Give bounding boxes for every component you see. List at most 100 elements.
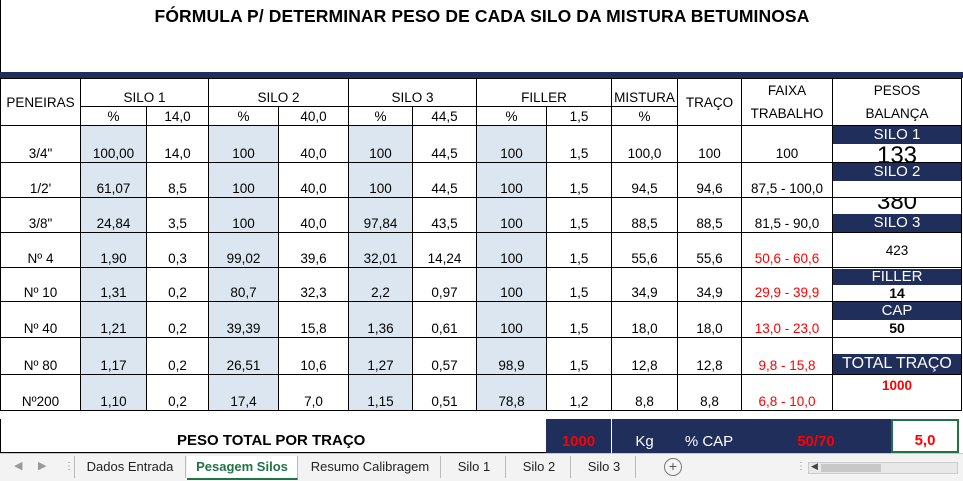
- silo1-value[interactable]: 3,5: [146, 197, 209, 233]
- filler-pct[interactable]: 100: [476, 267, 547, 302]
- silo3-pct[interactable]: 1,27: [348, 337, 413, 375]
- filler-pct[interactable]: 100: [476, 162, 547, 198]
- balanca-silo3-value[interactable]: 423: [832, 232, 962, 268]
- silo2-pct[interactable]: 100: [208, 197, 279, 233]
- silo2-value[interactable]: 40,0: [278, 162, 349, 198]
- sieve-label[interactable]: 3/8": [0, 197, 81, 233]
- silo1-pct[interactable]: 1,17: [80, 337, 147, 375]
- silo2-value[interactable]: 40,0: [278, 197, 349, 233]
- faixa-value[interactable]: 87,5 - 100,0: [741, 162, 833, 198]
- silo3-value[interactable]: 0,57: [412, 337, 477, 375]
- sieve-label[interactable]: 1/2': [0, 162, 81, 198]
- silo2-value[interactable]: 32,3: [278, 267, 349, 302]
- filler-pct[interactable]: 100: [476, 232, 547, 268]
- silo3-value[interactable]: 0,61: [412, 301, 477, 338]
- mistura-value[interactable]: 34,9: [611, 267, 678, 302]
- sieve-label[interactable]: Nº 40: [0, 301, 81, 338]
- sieve-label[interactable]: Nº 10: [0, 267, 81, 302]
- tab-resumo-calibragem[interactable]: Resumo Calibragem: [300, 456, 441, 478]
- balanca-silo2-value[interactable]: 380: [876, 197, 918, 215]
- mistura-value[interactable]: 12,8: [611, 337, 678, 375]
- silo3-pct[interactable]: 2,2: [348, 267, 413, 302]
- sieve-label[interactable]: 3/4": [0, 125, 81, 163]
- silo2-pct[interactable]: 99,02: [208, 232, 279, 268]
- filler-value[interactable]: 1,2: [546, 374, 612, 411]
- filler-pct[interactable]: 100: [476, 125, 547, 163]
- silo2-value[interactable]: 40,0: [278, 125, 349, 163]
- silo1-value[interactable]: 0,2: [146, 337, 209, 375]
- balanca-silo1-value[interactable]: 133: [876, 142, 918, 163]
- traco-value[interactable]: 12,8: [677, 337, 742, 375]
- faixa-value[interactable]: 81,5 - 90,0: [741, 197, 833, 233]
- silo1-value[interactable]: 14,0: [146, 125, 209, 163]
- silo2-pct[interactable]: 26,51: [208, 337, 279, 375]
- peso-total-value[interactable]: 1000: [546, 419, 611, 453]
- faixa-value[interactable]: 50,6 - 60,6: [741, 232, 833, 268]
- silo3-value[interactable]: 44,5: [412, 125, 477, 163]
- sieve-label[interactable]: Nº 80: [0, 337, 81, 375]
- balanca-filler-value[interactable]: 14: [889, 285, 905, 301]
- silo1-pct[interactable]: 61,07: [80, 162, 147, 198]
- sieve-label[interactable]: Nº200: [0, 374, 81, 411]
- silo2-pct[interactable]: 17,4: [208, 374, 279, 411]
- silo1-pct[interactable]: 1,90: [80, 232, 147, 268]
- traco-value[interactable]: 100: [677, 125, 742, 163]
- tab-silo-2[interactable]: Silo 2: [508, 456, 571, 478]
- silo3-pct[interactable]: 32,01: [348, 232, 413, 268]
- silo1-pct[interactable]: 1,21: [80, 301, 147, 338]
- traco-value[interactable]: 55,6: [677, 232, 742, 268]
- scroll-tabs-right-icon[interactable]: ▶: [38, 460, 47, 472]
- silo1-pct[interactable]: 1,31: [80, 267, 147, 302]
- filler-value[interactable]: 1,5: [546, 232, 612, 268]
- traco-value[interactable]: 34,9: [677, 267, 742, 302]
- traco-value[interactable]: 8,8: [677, 374, 742, 411]
- silo1-value[interactable]: 8,5: [146, 162, 209, 198]
- faixa-value[interactable]: 6,8 - 10,0: [741, 374, 833, 411]
- silo2-value[interactable]: 10,6: [278, 337, 349, 375]
- filler-pct[interactable]: 100: [476, 301, 547, 338]
- silo2-pct[interactable]: 39,39: [208, 301, 279, 338]
- tab-pesagem-silos[interactable]: Pesagem Silos: [187, 456, 298, 480]
- silo3-value[interactable]: 14,24: [412, 232, 477, 268]
- filler-value[interactable]: 1,5: [546, 301, 612, 338]
- tab-dados-entrada[interactable]: Dados Entrada: [74, 456, 186, 478]
- traco-value[interactable]: 88,5: [677, 197, 742, 233]
- tab-split-dots-icon[interactable]: ⋮: [64, 461, 74, 472]
- faixa-value[interactable]: 13,0 - 23,0: [741, 301, 833, 338]
- balanca-cap-value[interactable]: 50: [889, 320, 905, 336]
- traco-value[interactable]: 18,0: [677, 301, 742, 338]
- scrollbar-thumb[interactable]: [821, 464, 881, 472]
- silo1-pct[interactable]: 1,10: [80, 374, 147, 411]
- scroll-left-arrow-icon[interactable]: ◀: [811, 461, 818, 471]
- faixa-value[interactable]: 100: [741, 125, 833, 163]
- silo3-value[interactable]: 0,51: [412, 374, 477, 411]
- scrollbar-split-dots-icon[interactable]: ⋮: [796, 461, 806, 472]
- silo3-pct[interactable]: 100: [348, 125, 413, 163]
- filler-value[interactable]: 1,5: [546, 267, 612, 302]
- silo1-value[interactable]: 0,3: [146, 232, 209, 268]
- silo2-pct[interactable]: 100: [208, 125, 279, 163]
- silo2-value[interactable]: 15,8: [278, 301, 349, 338]
- silo1-value[interactable]: 0,2: [146, 301, 209, 338]
- silo3-pct[interactable]: 1,15: [348, 374, 413, 411]
- add-sheet-icon[interactable]: +: [664, 458, 682, 476]
- silo1-value[interactable]: 0,2: [146, 374, 209, 411]
- silo3-pct[interactable]: 1,36: [348, 301, 413, 338]
- mistura-value[interactable]: 8,8: [611, 374, 678, 411]
- filler-pct[interactable]: 78,8: [476, 374, 547, 411]
- faixa-value[interactable]: 29,9 - 39,9: [741, 267, 833, 302]
- silo3-value[interactable]: 44,5: [412, 162, 477, 198]
- mistura-value[interactable]: 88,5: [611, 197, 678, 233]
- silo2-value[interactable]: 39,6: [278, 232, 349, 268]
- silo1-pct[interactable]: 100,00: [80, 125, 147, 163]
- balanca-total-value[interactable]: 1000: [832, 374, 962, 411]
- mistura-value[interactable]: 100,0: [611, 125, 678, 163]
- silo3-pct[interactable]: 97,84: [348, 197, 413, 233]
- sieve-label[interactable]: Nº 4: [0, 232, 81, 268]
- tab-silo-1[interactable]: Silo 1: [443, 456, 506, 478]
- silo2-pct[interactable]: 80,7: [208, 267, 279, 302]
- filler-value[interactable]: 1,5: [546, 337, 612, 375]
- silo3-value[interactable]: 0,97: [412, 267, 477, 302]
- cap-value-cell[interactable]: 5,0: [891, 419, 959, 453]
- silo2-pct[interactable]: 100: [208, 162, 279, 198]
